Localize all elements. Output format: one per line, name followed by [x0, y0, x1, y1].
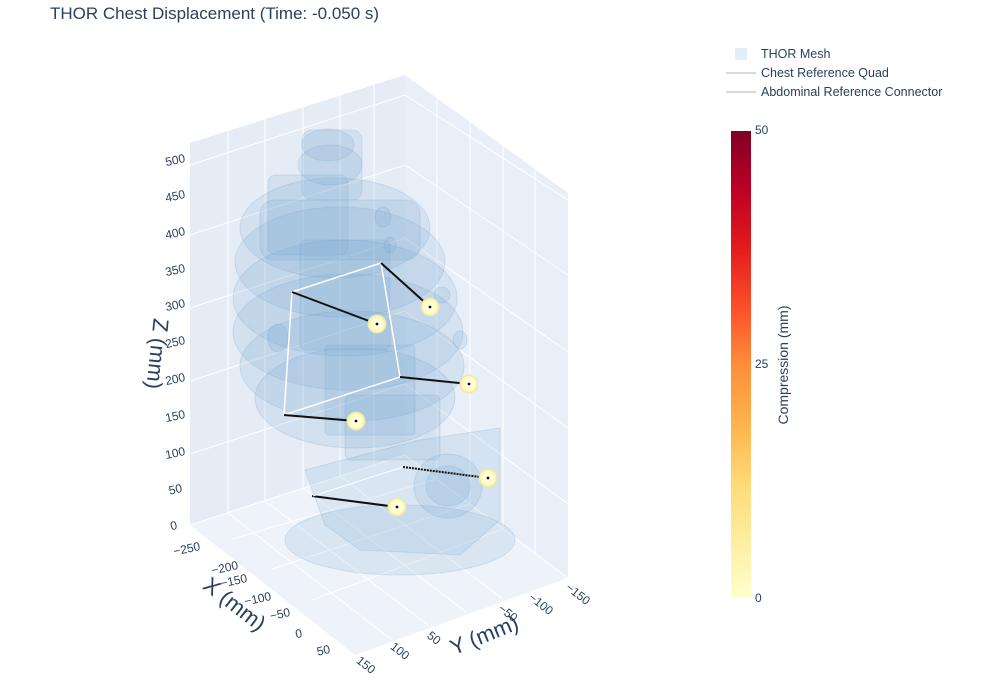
z-tick-label: 50	[167, 481, 183, 498]
chest-connector-upper-right	[380, 262, 431, 308]
z-tick-label: 500	[164, 151, 187, 169]
reference-connectors	[283, 262, 489, 508]
chest-marker-lower-right	[459, 374, 479, 394]
x-tick-label: −100	[243, 589, 273, 608]
colorbar-tick: 50	[755, 123, 769, 137]
legend-label: Chest Reference Quad	[761, 65, 889, 80]
x-tick-label: −200	[210, 558, 240, 577]
y-tick-label: −100	[526, 590, 556, 618]
grid-lines	[189, 85, 569, 641]
chest-marker-lower-left	[346, 411, 366, 431]
z-axis-ticks: 0 50 100 150 200 250 300 350 400 450 500	[164, 151, 187, 533]
y-tick-label: 100	[388, 639, 413, 663]
legend-label: Abdominal Reference Connector	[761, 84, 943, 99]
floor-pane	[190, 455, 568, 655]
y-tick-label: −150	[563, 580, 593, 608]
x-tick-label: −250	[172, 539, 202, 558]
x-tick-label: 0	[294, 626, 304, 641]
legend: THOR Mesh Chest Reference Quad Abdominal…	[726, 44, 942, 101]
back-pane-left	[190, 75, 405, 525]
legend-line-icon	[726, 67, 756, 79]
thor-mesh	[232, 128, 516, 576]
abdominal-marker-left	[387, 497, 407, 517]
colorbar-tick: 25	[755, 357, 769, 371]
colorbar-title: Compression (mm)	[775, 305, 791, 425]
colorbar-tick: 0	[755, 591, 762, 605]
chest-marker-upper-right	[420, 297, 440, 317]
abdominal-connector-left	[311, 495, 398, 508]
z-tick-label: 400	[164, 224, 187, 242]
z-tick-label: 200	[164, 370, 187, 388]
chest-marker-upper-left	[367, 314, 387, 334]
colorbar	[731, 131, 751, 598]
x-tick-label: −50	[269, 605, 292, 623]
chest-connector-upper-left	[291, 291, 378, 325]
back-pane-right	[405, 75, 568, 578]
colorbar-gradient	[731, 131, 751, 598]
x-tick-label: −150	[219, 571, 249, 590]
legend-item-abdominal-reference-connector[interactable]: Abdominal Reference Connector	[726, 82, 942, 101]
y-tick-label: 150	[354, 653, 379, 677]
z-tick-label: 100	[164, 444, 187, 462]
z-tick-label: 250	[164, 333, 187, 351]
z-tick-label: 300	[164, 296, 187, 314]
abdominal-connector-right	[402, 466, 489, 479]
chest-connector-lower-left	[283, 414, 357, 422]
legend-line-icon	[726, 86, 756, 98]
chart-title: THOR Chest Displacement (Time: -0.050 s)	[50, 4, 380, 23]
x-axis-ticks: −250 −200 −150 −100 −50 0 50	[172, 539, 332, 659]
y-tick-label: 50	[424, 628, 443, 647]
axis-panes	[190, 75, 568, 655]
z-tick-label: 450	[164, 187, 187, 205]
x-tick-label: 50	[315, 642, 331, 659]
legend-label: THOR Mesh	[761, 46, 831, 61]
legend-item-thor-mesh[interactable]: THOR Mesh	[726, 44, 942, 63]
abdominal-marker-right	[478, 468, 498, 488]
z-tick-label: 150	[164, 407, 187, 425]
z-tick-label: 0	[169, 518, 179, 533]
z-tick-label: 350	[164, 261, 187, 279]
displacement-markers	[346, 297, 498, 517]
chest-connector-lower-right	[399, 376, 470, 385]
abdominal-reference-line	[312, 466, 404, 497]
legend-item-chest-reference-quad[interactable]: Chest Reference Quad	[726, 63, 942, 82]
legend-square-icon	[726, 47, 756, 60]
